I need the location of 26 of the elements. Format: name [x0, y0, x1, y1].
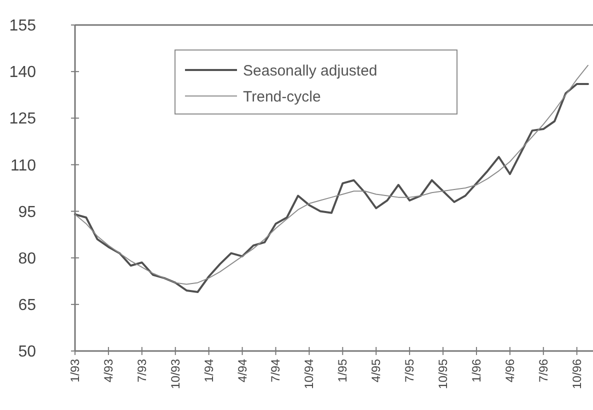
x-tick-label: 10/96 — [570, 358, 584, 390]
x-tick-label: 10/94 — [302, 358, 316, 390]
y-tick-label: 140 — [9, 64, 36, 82]
x-tick-label: 10/93 — [168, 358, 182, 390]
x-tick-label: 7/96 — [536, 358, 550, 382]
x-tick-label: 1/94 — [202, 358, 216, 382]
y-tick-label: 50 — [18, 344, 36, 361]
x-tick-label: 4/95 — [369, 358, 384, 382]
x-tick-label: 7/95 — [402, 358, 417, 382]
x-tick-label: 4/94 — [235, 358, 250, 382]
x-tick-label: 7/94 — [268, 358, 283, 382]
x-tick-label: 1/96 — [469, 358, 484, 382]
legend-label: Trend-cycle — [243, 88, 321, 106]
x-tick-label: 7/93 — [134, 358, 149, 382]
y-tick-label: 65 — [18, 297, 36, 314]
x-tick-label: 1/93 — [68, 358, 82, 382]
y-tick-label: 125 — [9, 110, 36, 128]
legend-label: Seasonally adjusted — [243, 62, 378, 80]
x-tick-label: 10/95 — [436, 358, 450, 390]
y-tick-label: 110 — [10, 157, 36, 174]
y-tick-label: 95 — [18, 204, 36, 221]
y-tick-label: 80 — [18, 250, 36, 268]
x-tick-label: 4/93 — [101, 358, 116, 382]
y-tick-label: 155 — [9, 18, 36, 35]
x-tick-label: 1/95 — [336, 358, 350, 382]
x-tick-label: 4/96 — [502, 358, 517, 382]
